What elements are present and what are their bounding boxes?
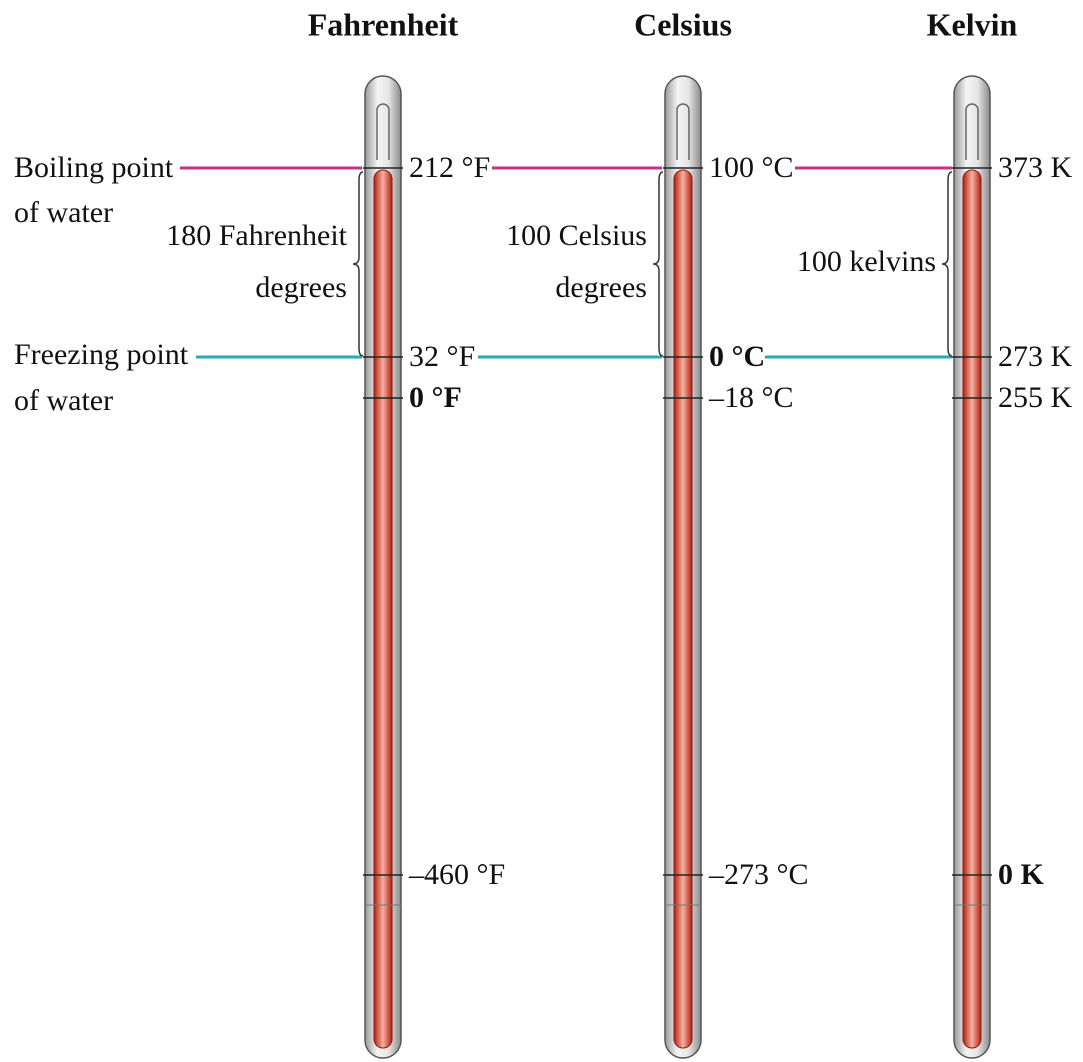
boiling-label: Boiling point [14,151,174,184]
mercury [674,170,692,1048]
mark-label: 100 °C [709,151,794,184]
thermometer: Kelvin 373 K 273 K 255 K 0 K 100 kelvins [797,6,1073,1058]
scale-title: Kelvin [927,6,1018,42]
mark-label: 0 K [998,858,1045,891]
mark-label: –460 °F [408,858,505,891]
mark-label: 373 K [998,151,1073,184]
span-label: 100 kelvins [797,245,936,278]
mercury [963,170,981,1048]
scale-title: Celsius [634,6,732,42]
thermometer: Celsius 100 °C 0 °C –18 °C –273 °C 100 Celsiu… [506,6,808,1058]
mark-label: –18 °C [708,381,794,414]
thermometer: Fahrenheit 212 °F 32 °F 0 °F –460 °F 180 Fahr… [166,6,505,1058]
boiling-label: of water [14,196,113,229]
mark-label: 0 °C [709,340,765,373]
span-label: 180 Fahrenheit [166,219,347,252]
mark-label: 0 °F [409,381,462,414]
scale-title: Fahrenheit [308,6,459,42]
mercury [374,170,392,1048]
freezing-label: Freezing point [14,338,189,371]
brace [942,172,952,356]
reference-labels: Boiling point of water Freezing point of… [14,151,189,417]
brace [653,172,663,356]
mark-label: 212 °F [409,151,490,184]
span-label: degrees [555,271,647,304]
diagram: Boiling point of water Freezing point of… [0,0,1083,1062]
mark-label: 273 K [998,340,1073,373]
brace [353,172,363,356]
mark-label: –273 °C [708,858,809,891]
freezing-label: of water [14,384,113,417]
span-label: 100 Celsius [506,219,647,252]
span-label: degrees [255,271,347,304]
mark-label: 32 °F [409,340,475,373]
mark-label: 255 K [998,381,1073,414]
